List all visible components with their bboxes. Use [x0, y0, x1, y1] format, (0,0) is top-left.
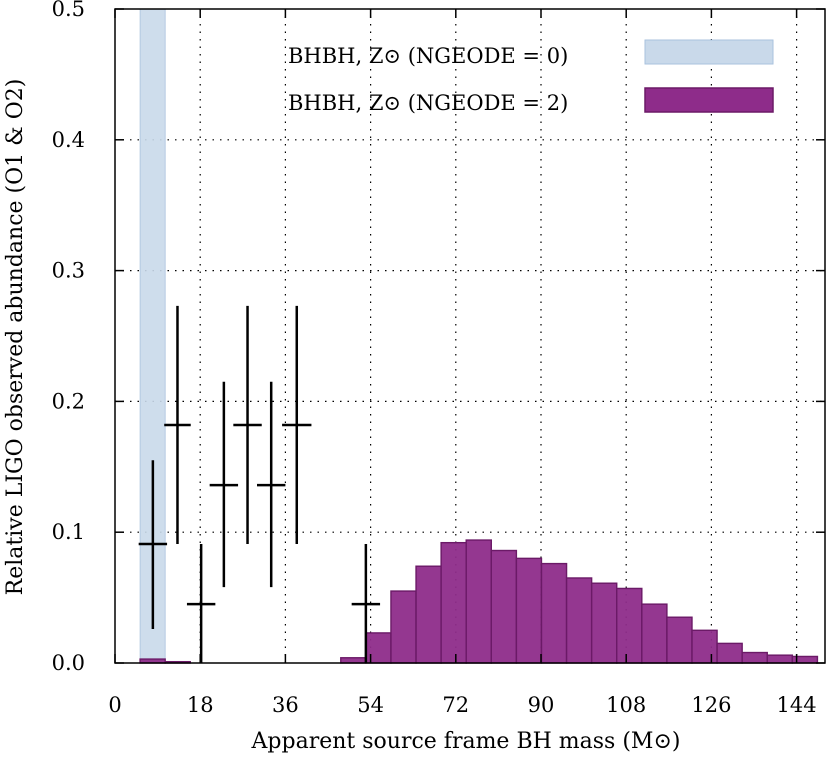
y-tick-label: 0.4 — [52, 128, 85, 152]
x-tick-label: 108 — [606, 693, 646, 717]
bar-geode-2 — [616, 587, 643, 664]
bar-geode-2 — [390, 590, 417, 664]
x-tick-label: 54 — [357, 693, 384, 717]
legend-swatch-geode-0 — [644, 39, 774, 65]
y-tick-label: 0.1 — [52, 520, 85, 544]
bar-geode-2 — [540, 562, 568, 664]
bar-geode-2 — [716, 642, 743, 664]
legend-label-geode-2: BHBH, Z⊙ (NGEODE = 2) — [288, 91, 568, 115]
x-tick-label: 144 — [777, 693, 817, 717]
x-tick-label: 126 — [691, 693, 731, 717]
bar-geode-2 — [590, 582, 618, 664]
bar-geode-2 — [691, 629, 718, 664]
plot-frame — [114, 8, 826, 664]
bar-geode-2 — [465, 539, 493, 664]
bar-geode-2 — [340, 657, 367, 664]
x-axis-title: Apparent source frame BH mass (M⊙) — [251, 729, 681, 754]
bar-geode-2 — [666, 616, 693, 664]
bar-geode-2 — [766, 654, 794, 664]
bar-geode-2 — [415, 565, 442, 664]
legend-swatch-geode-2 — [644, 87, 774, 113]
bar-geode-2 — [565, 577, 593, 664]
legend: BHBH, Z⊙ (NGEODE = 0) BHBH, Z⊙ (NGEODE =… — [288, 39, 774, 115]
bar-geode-2 — [490, 549, 518, 664]
x-tick-label: 72 — [442, 693, 469, 717]
bar-geode-2 — [641, 603, 668, 664]
x-tick-label: 36 — [272, 693, 299, 717]
y-tick-label: 0.2 — [52, 389, 85, 413]
bar-geode-2 — [365, 632, 392, 664]
bar-geode-2 — [440, 541, 467, 664]
y-axis-title: Relative LIGO observed abundance (O1 & O… — [3, 79, 28, 596]
observations-errorbars — [138, 305, 381, 663]
bar-geode-2 — [515, 557, 543, 664]
legend-label-geode-0: BHBH, Z⊙ (NGEODE = 0) — [288, 44, 568, 68]
y-tick-label: 0.3 — [52, 259, 85, 283]
x-tick-label: 0 — [108, 693, 121, 717]
y-tick-label: 0.5 — [52, 0, 85, 21]
x-tick-label: 90 — [528, 693, 555, 717]
histogram-bars — [139, 8, 819, 664]
x-tick-label: 18 — [187, 693, 214, 717]
y-tick-label: 0.0 — [52, 651, 85, 675]
bar-geode-2 — [741, 651, 768, 664]
axes: 0 18 36 54 72 90 108 126 144 0.0 0.1 0.2 0.3 0.4 0.5 — [52, 0, 826, 717]
